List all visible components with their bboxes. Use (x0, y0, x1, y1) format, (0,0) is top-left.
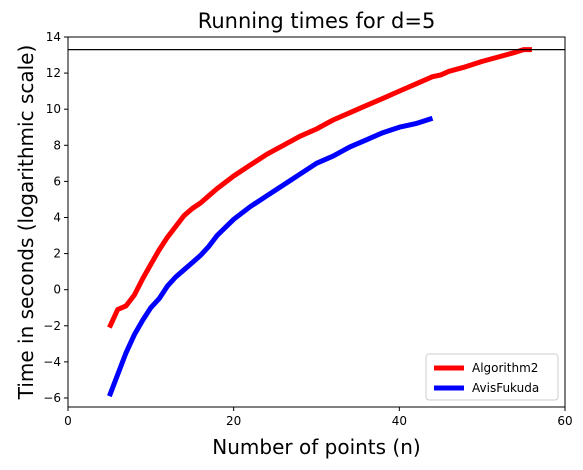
y-tick-label: 6 (53, 174, 61, 188)
legend-label-algorithm2: Algorithm2 (472, 361, 538, 375)
y-tick-label: 14 (46, 30, 61, 44)
legend-label-avisfukuda: AvisFukuda (472, 381, 539, 395)
y-tick-label: −4 (43, 355, 61, 369)
series-line-avisfukuda (107, 115, 434, 398)
y-tick-label: 10 (46, 102, 61, 116)
plot-area: 0 20 40 60 −6 −4 −2 0 2 4 6 8 10 12 14 (43, 30, 572, 428)
y-tick-label: 0 (53, 283, 61, 297)
x-tick-label: 0 (64, 414, 72, 428)
legend: Algorithm2 AvisFukuda (425, 353, 559, 401)
y-tick-label: 12 (46, 66, 61, 80)
x-axis-title: Number of points (n) (212, 435, 420, 459)
y-tick-label: 2 (53, 247, 61, 261)
x-tick-label: 60 (557, 414, 572, 428)
x-tick-label: 20 (226, 414, 241, 428)
y-tick-label: 8 (53, 138, 61, 152)
series-line-algorithm2 (107, 47, 532, 329)
plot-frame (67, 36, 566, 408)
y-tick-label: −6 (43, 391, 61, 405)
y-tick-label: −2 (43, 319, 61, 333)
x-tick-label: 40 (392, 414, 407, 428)
chart-title: Running times for d=5 (198, 9, 436, 33)
y-axis-title: Time in seconds (logarithmic scale) (14, 45, 38, 401)
y-tick-label: 4 (53, 210, 61, 224)
